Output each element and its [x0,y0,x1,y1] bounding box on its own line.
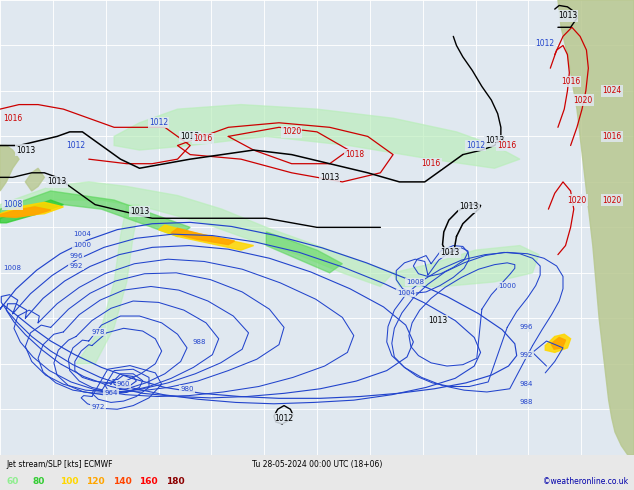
Text: 1000: 1000 [74,242,91,247]
Text: 1004: 1004 [397,290,415,296]
Polygon shape [76,205,139,364]
Text: 160: 160 [139,477,158,486]
Text: 1012: 1012 [466,141,485,150]
Text: 1020: 1020 [567,196,586,205]
Text: 1016: 1016 [193,134,212,143]
Polygon shape [0,146,19,191]
Text: 1004: 1004 [74,231,91,237]
Text: 964: 964 [104,391,118,396]
Polygon shape [0,202,63,216]
Polygon shape [0,200,63,223]
Text: 1008: 1008 [406,279,424,285]
Text: 120: 120 [86,477,105,486]
Text: 1013: 1013 [16,146,35,154]
Polygon shape [0,191,190,237]
Polygon shape [558,0,634,455]
Text: 984: 984 [519,381,533,387]
Text: 1013: 1013 [558,11,577,21]
Text: 1012: 1012 [149,118,168,127]
Polygon shape [25,168,44,191]
Text: 1018: 1018 [346,150,365,159]
Polygon shape [552,338,566,349]
Text: ©weatheronline.co.uk: ©weatheronline.co.uk [543,477,628,486]
Polygon shape [545,334,571,352]
Text: 1020: 1020 [574,96,593,104]
Text: 1012: 1012 [67,141,86,150]
Text: 996: 996 [69,252,83,259]
Text: Tu 28-05-2024 00:00 UTC (18+06): Tu 28-05-2024 00:00 UTC (18+06) [252,460,382,469]
Text: 992: 992 [519,352,533,358]
Polygon shape [114,104,520,168]
Text: 1016: 1016 [498,141,517,150]
Text: 1016: 1016 [3,114,22,122]
Text: 80: 80 [33,477,46,486]
Text: 180: 180 [166,477,184,486]
Text: 992: 992 [69,263,83,269]
Text: 1013: 1013 [460,202,479,211]
Text: 978: 978 [91,329,105,335]
Text: 1020: 1020 [602,196,621,205]
Text: 1000: 1000 [498,284,516,290]
Text: 1013: 1013 [181,132,200,141]
Text: 140: 140 [113,477,132,486]
Text: 972: 972 [91,404,105,410]
Polygon shape [0,182,393,287]
Text: 1020: 1020 [282,127,301,136]
Text: 988: 988 [519,399,533,405]
Polygon shape [158,225,254,250]
Text: 1013: 1013 [485,136,504,146]
Text: 1013: 1013 [428,316,447,325]
Text: 100: 100 [60,477,78,486]
Text: 1024: 1024 [602,86,621,96]
Text: 988: 988 [193,339,207,345]
Text: 60: 60 [6,477,19,486]
Text: Jet stream/SLP [kts] ECMWF: Jet stream/SLP [kts] ECMWF [6,460,113,469]
Polygon shape [0,207,51,218]
Text: 1012: 1012 [536,39,555,48]
Text: 1013: 1013 [441,248,460,257]
Text: 1016: 1016 [602,132,621,141]
Text: 1013: 1013 [130,207,149,216]
Text: 1013: 1013 [320,173,339,182]
Text: 1016: 1016 [422,159,441,168]
Polygon shape [393,245,539,287]
Text: 980: 980 [180,386,194,392]
Text: 1012: 1012 [274,414,293,423]
Text: 960: 960 [117,381,131,387]
Text: 1008: 1008 [4,265,22,271]
Text: 1008: 1008 [3,200,22,209]
Polygon shape [266,232,342,273]
Polygon shape [171,228,235,245]
Text: 1013: 1013 [48,177,67,186]
Text: 1016: 1016 [561,77,580,86]
Text: 996: 996 [519,324,533,330]
